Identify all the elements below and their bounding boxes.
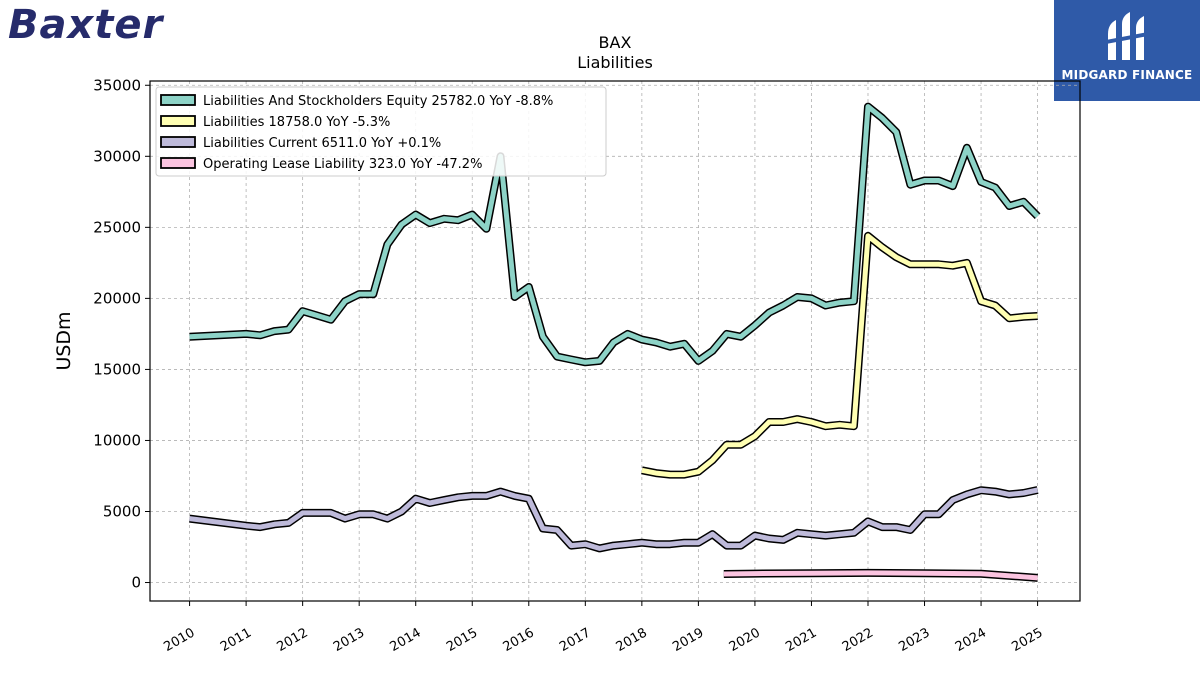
x-tick-label: 2011	[218, 625, 254, 655]
legend-box	[155, 86, 607, 177]
x-tick-label: 2020	[727, 625, 763, 655]
series-line-3	[189, 486, 1039, 553]
x-tick-label: 2019	[670, 625, 706, 655]
midgard-finance-logo: MIDGARD FINANCE	[1054, 0, 1200, 101]
x-tick-label: 2010	[161, 625, 197, 655]
y-tick-label: 20000	[93, 289, 141, 307]
y-tick-label: 15000	[93, 360, 141, 378]
x-tick-label: 2022	[840, 625, 876, 655]
y-tick-label: 25000	[93, 218, 141, 236]
series-line-2	[641, 231, 1038, 479]
x-tick-label: 2021	[783, 625, 819, 655]
x-tick-label: 2014	[388, 625, 424, 655]
midgard-mark-icon	[1106, 12, 1148, 60]
legend-swatch	[160, 94, 196, 106]
x-axis-ticks: 2010 2011 2012 2013 2014 2015 2016 2017 2018 2019…	[161, 601, 1046, 655]
legend-entry: Liabilities 18758.0 YoY -5.3%	[203, 115, 390, 130]
legend-swatch	[160, 115, 196, 127]
series-lines	[189, 102, 1041, 582]
y-tick-label: 30000	[93, 147, 141, 165]
y-axis-label: USDm	[53, 311, 75, 370]
y-axis-ticks: 0 5000 10000 15000 20000 25000 30000 35000	[93, 76, 150, 592]
y-tick-label: 10000	[93, 431, 141, 449]
series-fill	[641, 233, 1038, 478]
x-tick-label: 2025	[1009, 625, 1045, 655]
x-tick-label: 2024	[953, 625, 989, 655]
legend-swatch	[160, 136, 196, 148]
legend-entry: Liabilities And Stockholders Equity 2578…	[203, 94, 553, 109]
x-tick-label: 2017	[557, 625, 593, 655]
x-tick-label: 2012	[274, 625, 310, 655]
legend-swatch	[160, 157, 196, 169]
plot-frame	[149, 80, 1081, 602]
chart-title: BAX	[599, 33, 632, 52]
series-outline	[189, 486, 1039, 553]
x-tick-label: 2015	[444, 625, 480, 655]
series-fill	[723, 570, 1038, 581]
legend-entry: Liabilities Current 6511.0 YoY +0.1%	[203, 136, 441, 151]
x-tick-label: 2016	[501, 625, 537, 655]
legend-entry: Operating Lease Liability 323.0 YoY -47.…	[203, 157, 482, 172]
x-tick-label: 2023	[896, 625, 932, 655]
x-tick-label: 2013	[331, 625, 367, 655]
y-tick-label: 0	[131, 574, 141, 592]
chart-subtitle: Liabilities	[577, 53, 653, 72]
y-tick-label: 35000	[93, 76, 141, 94]
series-line-1	[189, 102, 1041, 367]
series-fill	[189, 104, 1040, 365]
legend: Liabilities And Stockholders Equity 2578…	[155, 86, 607, 177]
midgard-finance-logo-text: MIDGARD FINANCE	[1061, 68, 1193, 82]
series-line-4	[723, 568, 1038, 582]
x-tick-label: 2018	[614, 625, 650, 655]
baxter-logo: Baxter	[8, 2, 164, 48]
y-tick-label: 5000	[103, 502, 141, 520]
series-fill	[189, 487, 1039, 551]
